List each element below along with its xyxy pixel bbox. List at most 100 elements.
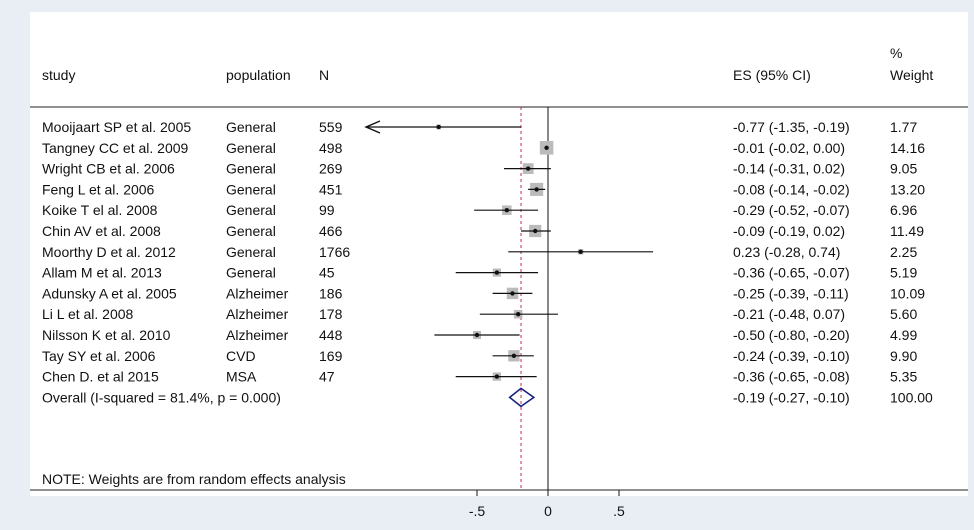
study-weight: 14.16: [890, 140, 925, 156]
study-name: Chin AV et al. 2008: [42, 223, 161, 239]
study-n: 178: [319, 306, 343, 322]
study-row: Li L et al. 2008 Alzheimer 178 -0.21 (-0.48…: [42, 306, 917, 322]
study-population: General: [226, 265, 276, 281]
study-es-ci: -0.09 (-0.19, 0.02): [733, 223, 845, 239]
point-estimate: [533, 228, 538, 234]
study-name: Tay SY et al. 2006: [42, 348, 156, 364]
study-es-ci: -0.77 (-1.35, -0.19): [733, 119, 850, 135]
reference-lines: [520, 107, 549, 490]
study-weight: 11.49: [890, 223, 924, 239]
header-weight: Weight: [890, 67, 933, 83]
study-weight: 13.20: [890, 181, 925, 197]
study-row: Tay SY et al. 2006 CVD 169 -0.24 (-0.39, -0…: [42, 348, 917, 364]
study-row: Adunsky A et al. 2005 Alzheimer 186 -0.25 (…: [42, 285, 925, 301]
header-weight-percent: %: [890, 45, 902, 61]
study-n: 186: [319, 285, 343, 301]
study-n: 1766: [319, 244, 350, 260]
study-row: Chen D. et al 2015 MSA 47 -0.36 (-0.65, -0.…: [42, 369, 917, 385]
x-tick-label: .5: [613, 503, 625, 519]
study-es-ci: -0.36 (-0.65, -0.07): [733, 265, 850, 281]
study-n: 269: [319, 161, 343, 177]
study-name: Koike T el al. 2008: [42, 202, 158, 218]
point-estimate: [534, 187, 539, 192]
study-row: Wright CB et al. 2006 General 269 -0.14 (-0…: [42, 161, 917, 177]
study-population: Alzheimer: [226, 306, 289, 322]
overall-diamond: [508, 387, 536, 408]
study-n: 448: [319, 327, 343, 343]
study-name: Chen D. et al 2015: [42, 369, 159, 385]
study-name: Allam M et al. 2013: [42, 265, 162, 281]
study-population: General: [226, 223, 276, 239]
study-es-ci: -0.08 (-0.14, -0.02): [733, 181, 850, 197]
study-es-ci: -0.29 (-0.52, -0.07): [733, 202, 850, 218]
study-es-ci: -0.25 (-0.39, -0.11): [733, 285, 849, 301]
note-text: NOTE: Weights are from random effects an…: [42, 471, 346, 487]
x-axis: -.5 0 .5: [469, 490, 625, 519]
study-population: General: [226, 181, 276, 197]
study-name: Tangney CC et al. 2009: [42, 140, 189, 156]
study-population: CVD: [226, 348, 256, 364]
study-population: General: [226, 202, 276, 218]
study-rows: Mooijaart SP et al. 2005 General 559 -0.77 …: [42, 119, 925, 385]
study-es-ci: -0.01 (-0.02, 0.00): [733, 140, 845, 156]
header-es: ES (95% CI): [733, 67, 811, 83]
study-name: Wright CB et al. 2006: [42, 161, 175, 177]
study-population: MSA: [226, 369, 257, 385]
point-estimate: [525, 166, 531, 171]
study-n: 559: [319, 119, 343, 135]
overall-row: Overall (I-squared = 81.4%, p = 0.000) -0…: [42, 387, 933, 408]
study-weight: 2.25: [890, 244, 917, 260]
study-row: Allam M et al. 2013 General 45 -0.36 (-0.65…: [42, 265, 917, 281]
study-weight: 6.96: [890, 202, 917, 218]
study-weight: 4.99: [890, 327, 917, 343]
study-weight: 9.90: [890, 348, 917, 364]
overall-es-ci: -0.19 (-0.27, -0.10): [733, 389, 850, 405]
header-n: N: [319, 67, 329, 83]
study-row: Feng L et al. 2006 General 451 -0.08 (-0.14…: [42, 181, 925, 197]
study-population: General: [226, 244, 276, 260]
study-n: 99: [319, 202, 335, 218]
study-es-ci: -0.14 (-0.31, 0.02): [733, 161, 845, 177]
study-row: Koike T el al. 2008 General 99 -0.29 (-0.52…: [42, 202, 917, 218]
overall-weight: 100.00: [890, 389, 933, 405]
study-weight: 5.35: [890, 369, 917, 385]
study-row: Chin AV et al. 2008 General 466 -0.09 (-0.1…: [42, 223, 924, 239]
study-n: 169: [319, 348, 343, 364]
study-row: Moorthy D et al. 2012 General 1766 0.23 (-0…: [42, 244, 917, 260]
point-estimate: [504, 208, 510, 213]
point-estimate: [578, 249, 583, 254]
study-es-ci: -0.24 (-0.39, -0.10): [733, 348, 850, 364]
study-name: Feng L et al. 2006: [42, 181, 155, 197]
study-n: 466: [319, 223, 343, 239]
point-estimate: [474, 332, 480, 338]
study-name: Moorthy D et al. 2012: [42, 244, 176, 260]
study-es-ci: -0.21 (-0.48, 0.07): [733, 306, 845, 322]
point-estimate: [510, 291, 515, 296]
study-row: Tangney CC et al. 2009 General 498 -0.01 (-…: [42, 140, 925, 156]
study-name: Nilsson K et al. 2010: [42, 327, 171, 343]
point-estimate: [494, 270, 500, 275]
point-estimate: [544, 145, 549, 150]
study-weight: 5.60: [890, 306, 917, 322]
plot-panel: [30, 12, 968, 496]
study-weight: 9.05: [890, 161, 917, 177]
point-estimate: [494, 374, 500, 379]
study-es-ci: -0.50 (-0.80, -0.20): [733, 327, 850, 343]
header-study: study: [42, 67, 75, 83]
point-estimate: [515, 312, 521, 317]
header-population: population: [226, 67, 291, 83]
study-population: General: [226, 161, 276, 177]
study-row: Mooijaart SP et al. 2005 General 559 -0.77 …: [42, 119, 917, 135]
study-n: 47: [319, 369, 335, 385]
study-population: General: [226, 119, 276, 135]
study-weight: 1.77: [890, 119, 917, 135]
study-population: Alzheimer: [226, 327, 289, 343]
ci-left-arrow: [364, 120, 381, 134]
study-population: General: [226, 140, 276, 156]
study-es-ci: -0.36 (-0.65, -0.08): [733, 369, 850, 385]
x-tick-label: -.5: [469, 503, 486, 519]
header-row: study population N ES (95% CI) % Weight: [42, 45, 933, 83]
study-n: 45: [319, 265, 335, 281]
x-tick-label: 0: [544, 503, 552, 519]
